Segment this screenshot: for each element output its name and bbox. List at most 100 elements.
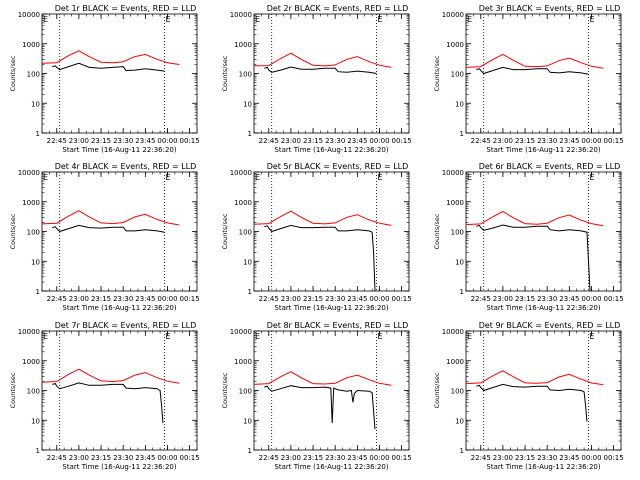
y-axis-label: Counts/sec — [221, 213, 229, 249]
x-tick-label: 00:00 — [157, 454, 177, 462]
x-tick-label: 00:15 — [392, 137, 412, 145]
events-series-line — [476, 224, 591, 292]
corner-marker-right: E — [590, 332, 595, 341]
x-tick-label: 23:45 — [135, 295, 155, 303]
x-axis-label: Start Time (16-Aug-11 22:36:20) — [486, 463, 600, 471]
panel-title: Det 8r BLACK = Events, RED = LLD — [267, 321, 409, 330]
y-tick-label: 100 — [27, 71, 40, 79]
corner-marker-left: E — [467, 173, 472, 182]
y-tick-label: 10 — [31, 258, 40, 266]
y-tick-label: 1000 — [22, 358, 40, 366]
panel-title: Det 9r BLACK = Events, RED = LLD — [479, 321, 621, 330]
y-axis-label: Counts/sec — [433, 55, 441, 91]
panel-8: Det 8r BLACK = Events, RED = LLD 1 10 100 10… — [221, 321, 412, 471]
x-tick-label: 23:30 — [537, 454, 557, 462]
x-tick-label: 23:00 — [281, 137, 301, 145]
panel-7: Det 7r BLACK = Events, RED = LLD 1 10 100 10… — [9, 321, 200, 471]
lld-series-line — [465, 210, 604, 227]
corner-marker-right: E — [166, 173, 171, 182]
y-tick-label: 100 — [239, 71, 252, 79]
y-tick-label: 1000 — [446, 41, 464, 49]
x-tick-label: 00:15 — [180, 295, 200, 303]
panel-title: Det 2r BLACK = Events, RED = LLD — [267, 4, 409, 13]
x-tick-label: 22:45 — [259, 295, 279, 303]
x-tick-label: 23:45 — [135, 454, 155, 462]
x-tick-label: 23:00 — [69, 137, 89, 145]
x-tick-label: 23:15 — [91, 295, 111, 303]
y-tick-label: 10 — [243, 100, 252, 108]
x-tick-label: 00:15 — [604, 295, 624, 303]
events-series-line — [264, 385, 376, 430]
y-axis-label: Counts/sec — [221, 55, 229, 91]
y-tick-label: 1000 — [234, 41, 252, 49]
corner-marker-left: E — [467, 332, 472, 341]
lld-series-line — [41, 50, 180, 65]
y-tick-label: 1000 — [22, 41, 40, 49]
y-tick-label: 10000 — [442, 169, 464, 177]
y-tick-label: 1 — [248, 447, 252, 455]
x-tick-label: 23:15 — [303, 137, 323, 145]
y-axis-label: Counts/sec — [221, 372, 229, 408]
x-tick-label: 23:00 — [69, 454, 89, 462]
x-axis-label: Start Time (16-Aug-11 22:36:20) — [62, 463, 176, 471]
x-tick-label: 23:00 — [69, 295, 89, 303]
events-series-line — [264, 224, 376, 292]
y-tick-label: 100 — [451, 229, 464, 237]
corner-marker-right: E — [378, 332, 383, 341]
plot-frame — [253, 330, 410, 451]
events-series-line — [52, 382, 164, 424]
corner-marker-left: E — [43, 15, 48, 24]
y-tick-label: 100 — [27, 229, 40, 237]
y-tick-label: 10000 — [230, 328, 252, 336]
plot-frame — [253, 171, 410, 292]
x-tick-label: 23:30 — [537, 295, 557, 303]
x-tick-label: 22:45 — [471, 137, 491, 145]
y-tick-label: 10 — [243, 417, 252, 425]
corner-marker-right: E — [590, 15, 595, 24]
x-tick-label: 00:00 — [581, 137, 601, 145]
plot-frame — [253, 13, 410, 134]
x-tick-label: 23:45 — [347, 295, 367, 303]
x-tick-label: 00:00 — [157, 137, 177, 145]
y-tick-label: 100 — [27, 388, 40, 396]
x-tick-label: 23:15 — [91, 137, 111, 145]
plot-frame — [465, 13, 622, 134]
x-tick-label: 22:45 — [471, 454, 491, 462]
y-tick-label: 1 — [460, 288, 464, 296]
y-tick-label: 1000 — [22, 199, 40, 207]
y-tick-label: 100 — [239, 229, 252, 237]
y-axis-label: Counts/sec — [433, 372, 441, 408]
panel-9: Det 9r BLACK = Events, RED = LLD 1 10 100 10… — [433, 321, 624, 471]
x-tick-label: 23:30 — [537, 137, 557, 145]
y-tick-label: 10000 — [442, 328, 464, 336]
y-tick-label: 10 — [455, 417, 464, 425]
plot-frame — [41, 171, 198, 292]
x-tick-label: 23:00 — [281, 295, 301, 303]
lld-series-line — [41, 210, 180, 226]
y-tick-label: 10000 — [18, 11, 40, 19]
x-tick-label: 23:30 — [325, 454, 345, 462]
lld-series-line — [465, 370, 604, 386]
y-tick-label: 10 — [455, 100, 464, 108]
x-axis-label: Start Time (16-Aug-11 22:36:20) — [486, 146, 600, 154]
x-tick-label: 00:15 — [392, 454, 412, 462]
x-tick-label: 23:45 — [559, 295, 579, 303]
x-tick-label: 22:45 — [259, 137, 279, 145]
x-tick-label: 00:15 — [392, 295, 412, 303]
x-tick-label: 22:45 — [47, 454, 67, 462]
y-axis-label: Counts/sec — [9, 372, 17, 408]
events-series-line — [476, 66, 589, 75]
x-tick-label: 23:30 — [113, 137, 133, 145]
x-tick-label: 23:30 — [325, 295, 345, 303]
y-tick-label: 1 — [36, 130, 40, 138]
panel-title: Det 7r BLACK = Events, RED = LLD — [55, 321, 197, 330]
corner-marker-left: E — [255, 332, 260, 341]
x-axis-label: Start Time (16-Aug-11 22:36:20) — [62, 304, 176, 312]
y-axis-label: Counts/sec — [9, 55, 17, 91]
panel-title: Det 3r BLACK = Events, RED = LLD — [479, 4, 621, 13]
x-axis-label: Start Time (16-Aug-11 22:36:20) — [274, 146, 388, 154]
y-tick-label: 1 — [248, 130, 252, 138]
x-tick-label: 22:45 — [47, 137, 67, 145]
corner-marker-left: E — [255, 173, 260, 182]
x-tick-label: 22:45 — [47, 295, 67, 303]
